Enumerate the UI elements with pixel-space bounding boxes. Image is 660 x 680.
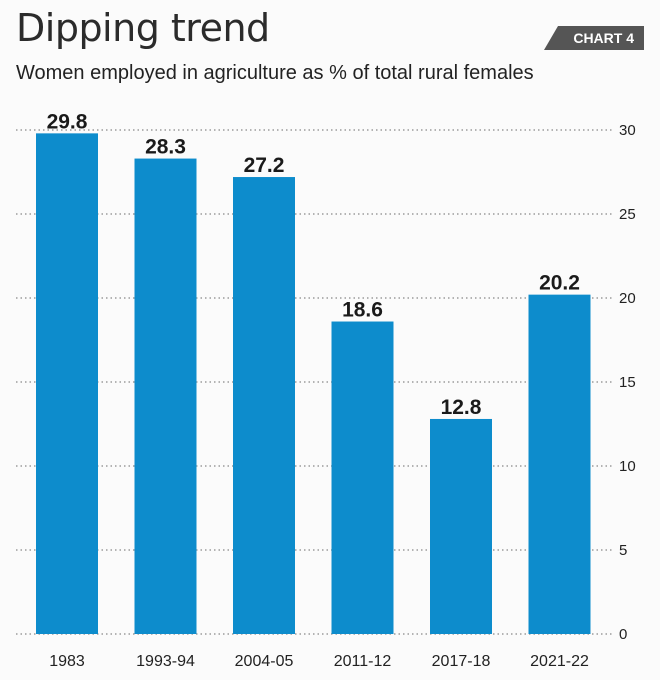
data-label: 18.6 [342,299,383,322]
x-category-label: 2011-12 [334,653,392,670]
data-label: 29.8 [47,110,88,133]
data-label: 12.8 [441,396,482,419]
y-tick-label: 15 [619,374,636,391]
bar-2011-12 [331,321,394,634]
x-axis-labels: 1983 1993-94 2004-05 2011-12 2017-18 2021-22 [49,653,589,670]
bar-2021-22 [528,294,591,634]
x-category-label: 1983 [49,653,85,670]
bar-2004-05 [233,177,295,635]
data-labels: 29.8 28.3 27.2 18.6 12.8 20.2 [47,110,580,419]
chart-title: Dipping trend [16,6,270,50]
data-label: 27.2 [244,154,285,177]
x-category-label: 2004-05 [235,653,294,670]
x-category-label: 2021-22 [530,653,589,670]
bar-1983 [36,133,98,635]
x-category-label: 2017-18 [432,653,491,670]
gridlines [16,129,612,635]
y-tick-label: 0 [619,626,627,643]
y-tick-label: 5 [619,542,627,559]
chart-subtitle: Women employed in agriculture as % of to… [16,62,534,84]
x-category-label: 1993-94 [136,653,195,670]
y-axis-ticks: 0 5 10 15 20 25 30 [619,122,636,643]
bar-1993-94 [134,158,197,634]
data-label: 20.2 [539,272,580,295]
chart-number-badge: CHART 4 [544,26,644,50]
y-tick-label: 10 [619,458,636,475]
y-tick-label: 25 [619,206,636,223]
bars [36,133,591,635]
bar-2017-18 [430,418,492,634]
data-label: 28.3 [145,136,186,159]
y-tick-label: 20 [619,290,636,307]
y-tick-label: 30 [619,122,636,139]
